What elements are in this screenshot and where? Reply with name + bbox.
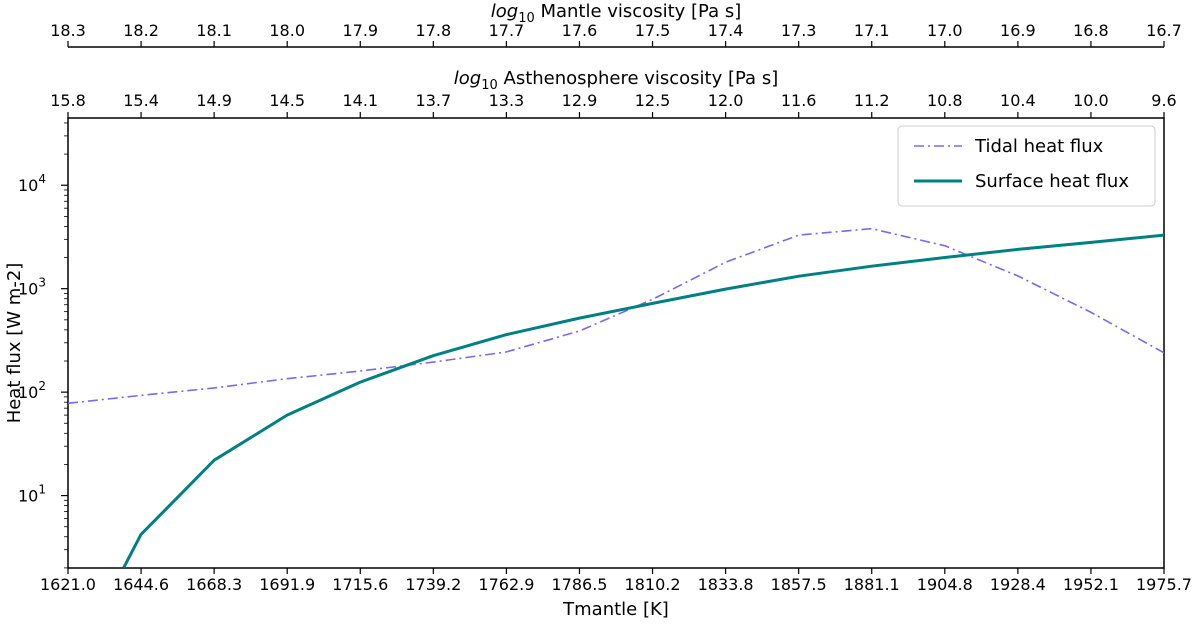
- top-axis-asthenosphere-title-log: log: [454, 68, 481, 89]
- x-tick-label: 1715.6: [332, 575, 388, 594]
- y-tick-label: 101: [18, 483, 46, 506]
- top-axis-mantle-tick-label: 16.9: [1000, 21, 1036, 40]
- top-axis-mantle-tick-label: 17.6: [562, 21, 598, 40]
- top-axis-asthenosphere-tick-label: 12.9: [562, 91, 598, 110]
- top-axis-asthenosphere-tick-label: 9.6: [1151, 91, 1176, 110]
- x-tick-label: 1904.8: [917, 575, 973, 594]
- top-axis-asthenosphere-tick-label: 14.1: [342, 91, 378, 110]
- top-axis-mantle-tick-label: 17.4: [708, 21, 744, 40]
- top-axis-asthenosphere-tick-label: 15.8: [50, 91, 86, 110]
- x-axis-title: Tmantle [K]: [562, 599, 669, 620]
- top-axis-mantle-tick-label: 17.3: [781, 21, 817, 40]
- y-tick-label: 104: [18, 172, 46, 195]
- series-line-tidal-heat-flux: [68, 227, 1164, 405]
- x-tick-label: 1810.2: [625, 575, 681, 594]
- series-line-surface-heat-flux: [122, 233, 1164, 568]
- y-tick-label: 103: [18, 276, 46, 299]
- top-axis-asthenosphere-tick-label: 10.0: [1073, 91, 1109, 110]
- top-axis-mantle-title-log: log: [491, 1, 518, 22]
- legend-label-tidal-heat-flux: Tidal heat flux: [974, 136, 1104, 157]
- top-axis-asthenosphere-tick-label: 10.8: [927, 91, 963, 110]
- x-tick-label: 1668.3: [186, 575, 242, 594]
- legend-box: [897, 125, 1156, 207]
- top-axis-asthenosphere-tick-label: 11.6: [781, 91, 817, 110]
- top-axis-mantle-tick-label: 17.5: [635, 21, 671, 40]
- x-tick-label: 1952.1: [1063, 575, 1119, 594]
- x-tick-label: 1975.7: [1136, 575, 1192, 594]
- y-axis-title: Heat flux [W m-2]: [4, 263, 25, 424]
- top-axis-asthenosphere-title-sub: 10: [481, 78, 498, 93]
- legend-label-surface-heat-flux: Surface heat flux: [975, 171, 1129, 192]
- x-tick-label: 1739.2: [405, 575, 461, 594]
- x-tick-label: 1833.8: [698, 575, 754, 594]
- top-axis-asthenosphere-tick-label: 14.9: [196, 91, 232, 110]
- top-axis-mantle-tick-label: 18.0: [269, 21, 305, 40]
- x-tick-label: 1762.9: [478, 575, 534, 594]
- top-axis-mantle-tick-label: 17.0: [927, 21, 963, 40]
- top-axis-asthenosphere-title-rest: Asthenosphere viscosity [Pa s]: [498, 68, 778, 89]
- top-axis-mantle-tick-label: 18.1: [196, 21, 232, 40]
- y-axis: 101 102 103 104: [18, 122, 68, 569]
- series-layer: [68, 227, 1164, 568]
- top-axis-mantle-title-sub: 10: [518, 11, 535, 26]
- top-axis-asthenosphere-tick-label: 12.0: [708, 91, 744, 110]
- x-tick-label: 1928.4: [990, 575, 1046, 594]
- y-tick-label: 102: [18, 379, 46, 402]
- top-axis-mantle-title: log10 Mantle viscosity [Pa s]: [491, 1, 742, 26]
- top-axis-mantle-tick-label: 17.9: [342, 21, 378, 40]
- legend: Tidal heat flux Surface heat flux: [897, 125, 1156, 207]
- top-axis-asthenosphere-tick-label: 14.5: [269, 91, 305, 110]
- x-tick-label: 1786.5: [551, 575, 607, 594]
- top-axis-mantle-tick-label: 16.7: [1146, 21, 1182, 40]
- top-axis-asthenosphere-tick-label: 11.2: [854, 91, 890, 110]
- top-axis-mantle-tick-label: 18.2: [123, 21, 159, 40]
- top-axis-asthenosphere: 15.8 15.4 14.9 14.5 14.1 13.7 13.3 12.9 12.5 12.0…: [50, 91, 1177, 118]
- top-axis-mantle-tick-label: 18.3: [50, 21, 86, 40]
- x-tick-label: 1621.0: [40, 575, 96, 594]
- top-axis-mantle: 18.3 18.2 18.1 18.0 17.9 17.8 17.7 17.6 17.5 17.4…: [50, 21, 1182, 48]
- x-tick-label: 1691.9: [259, 575, 315, 594]
- top-axis-asthenosphere-tick-label: 13.7: [416, 91, 452, 110]
- top-axis-asthenosphere-tick-label: 10.4: [1000, 91, 1036, 110]
- top-axis-asthenosphere-title: log10 Asthenosphere viscosity [Pa s]: [454, 68, 778, 93]
- top-axis-asthenosphere-tick-label: 12.5: [635, 91, 671, 110]
- top-axis-mantle-tick-label: 17.8: [416, 21, 452, 40]
- top-axis-mantle-tick-label: 17.1: [854, 21, 890, 40]
- x-axis: 1621.0 1644.6 1668.3 1691.9 1715.6 1739.2 1762…: [40, 568, 1192, 594]
- top-axis-mantle-tick-label: 17.7: [489, 21, 525, 40]
- top-axis-asthenosphere-tick-label: 13.3: [489, 91, 525, 110]
- x-tick-label: 1881.1: [844, 575, 900, 594]
- x-tick-label: 1644.6: [113, 575, 169, 594]
- top-axis-mantle-tick-label: 16.8: [1073, 21, 1109, 40]
- top-axis-asthenosphere-tick-label: 15.4: [123, 91, 159, 110]
- x-tick-label: 1857.5: [771, 575, 827, 594]
- top-axis-mantle-title-rest: Mantle viscosity [Pa s]: [535, 1, 742, 22]
